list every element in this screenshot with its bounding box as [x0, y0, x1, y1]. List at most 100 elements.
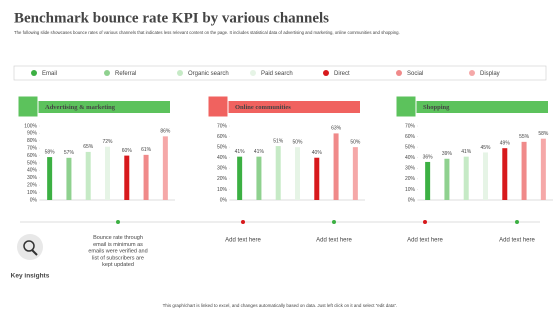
y-tick-label: 30% — [27, 175, 38, 181]
legend-label: Email — [42, 71, 57, 77]
value-label: 63% — [331, 126, 342, 132]
bar — [314, 157, 320, 200]
y-tick-label: 60% — [217, 134, 228, 140]
bar — [162, 136, 168, 200]
value-label: 50% — [292, 139, 303, 145]
chart-title-bar — [403, 101, 548, 113]
bar — [295, 147, 300, 200]
legend-swatch — [250, 70, 256, 76]
bar — [444, 158, 450, 200]
insight-note: Add text here — [499, 238, 535, 244]
y-tick-label: 70% — [405, 123, 416, 129]
y-tick-label: 40% — [27, 168, 38, 174]
bar — [425, 161, 431, 200]
chart-title: Shopping — [423, 104, 450, 111]
bar — [483, 152, 488, 200]
insight-note: Bounce rate through email is minimum as em… — [88, 235, 147, 268]
legend-swatch — [104, 70, 110, 76]
legend-label: Social — [407, 71, 423, 77]
value-label: 36% — [423, 154, 434, 160]
bar — [256, 156, 262, 200]
value-label: 45% — [480, 145, 491, 151]
bar — [143, 154, 149, 200]
insight-icon-glass — [23, 240, 35, 252]
value-label: 72% — [102, 139, 113, 145]
y-tick-label: 20% — [405, 176, 416, 182]
value-label: 40% — [312, 150, 323, 156]
y-tick-label: 60% — [405, 134, 416, 140]
timeline-dot — [423, 220, 427, 224]
legend-swatch — [323, 70, 329, 76]
value-label: 65% — [83, 144, 94, 150]
insight-note: Add text here — [407, 238, 443, 244]
insight-icon — [17, 234, 43, 260]
legend-swatch — [177, 70, 183, 76]
bar — [66, 157, 72, 200]
y-tick-label: 0% — [220, 197, 228, 203]
insight-icon-handle — [31, 249, 38, 256]
bar — [237, 156, 243, 200]
legend-label: Direct — [334, 71, 350, 77]
y-tick-label: 70% — [217, 123, 228, 129]
y-tick-label: 30% — [405, 166, 416, 172]
bar — [333, 133, 339, 200]
value-label: 49% — [500, 141, 511, 147]
chart-icon-box — [395, 95, 417, 118]
y-tick-label: 50% — [217, 144, 228, 150]
title: Benchmark bounce rate KPI by various cha… — [14, 10, 329, 26]
y-tick-label: 10% — [217, 187, 228, 193]
bar — [352, 147, 358, 200]
value-label: 39% — [442, 151, 453, 157]
insight-note: Add text here — [316, 238, 352, 244]
value-label: 86% — [160, 129, 171, 135]
legend-swatch — [396, 70, 402, 76]
legend-swatch — [469, 70, 475, 76]
value-label: 41% — [461, 149, 472, 155]
value-label: 41% — [254, 149, 265, 155]
timeline-dot — [332, 220, 336, 224]
value-label: 58% — [538, 131, 549, 137]
y-tick-label: 50% — [27, 160, 38, 166]
legend-label: Referral — [115, 71, 136, 77]
value-label: 55% — [519, 134, 530, 140]
chart-icon-box — [207, 95, 229, 118]
timeline-dot — [515, 220, 519, 224]
timeline-dot — [116, 220, 120, 224]
bar — [463, 156, 469, 200]
value-label: 50% — [350, 139, 361, 145]
value-label: 61% — [141, 147, 152, 153]
bar — [85, 151, 91, 200]
y-tick-label: 0% — [408, 197, 416, 203]
legend-label: Display — [480, 71, 500, 77]
y-tick-label: 40% — [405, 155, 416, 161]
y-tick-label: 60% — [27, 153, 38, 159]
bar — [275, 146, 281, 200]
y-tick-label: 80% — [27, 138, 38, 144]
y-tick-label: 30% — [217, 166, 228, 172]
value-label: 51% — [273, 138, 284, 144]
bar — [521, 141, 527, 200]
bar — [105, 146, 110, 200]
bar — [540, 138, 546, 200]
y-tick-label: 40% — [217, 155, 228, 161]
insight-label: Key insights — [11, 273, 50, 280]
y-tick-label: 70% — [27, 146, 38, 152]
y-tick-label: 20% — [27, 183, 38, 189]
bar — [47, 157, 53, 200]
timeline-dot — [241, 220, 245, 224]
footer: This graph/chart is linked to excel, and… — [163, 303, 398, 308]
chart-title-bar — [25, 101, 170, 113]
value-label: 58% — [45, 149, 56, 155]
insight-note: Add text here — [225, 238, 261, 244]
bar — [124, 155, 130, 200]
value-label: 57% — [64, 150, 75, 156]
chart-icon-box — [17, 95, 39, 118]
y-tick-label: 10% — [27, 190, 38, 196]
legend-label: Paid search — [261, 71, 293, 77]
y-tick-label: 90% — [27, 131, 38, 137]
legend-swatch — [31, 70, 37, 76]
chart-title: Advertising & marketing — [45, 104, 116, 111]
value-label: 60% — [122, 148, 133, 154]
chart-title-bar — [215, 101, 360, 113]
